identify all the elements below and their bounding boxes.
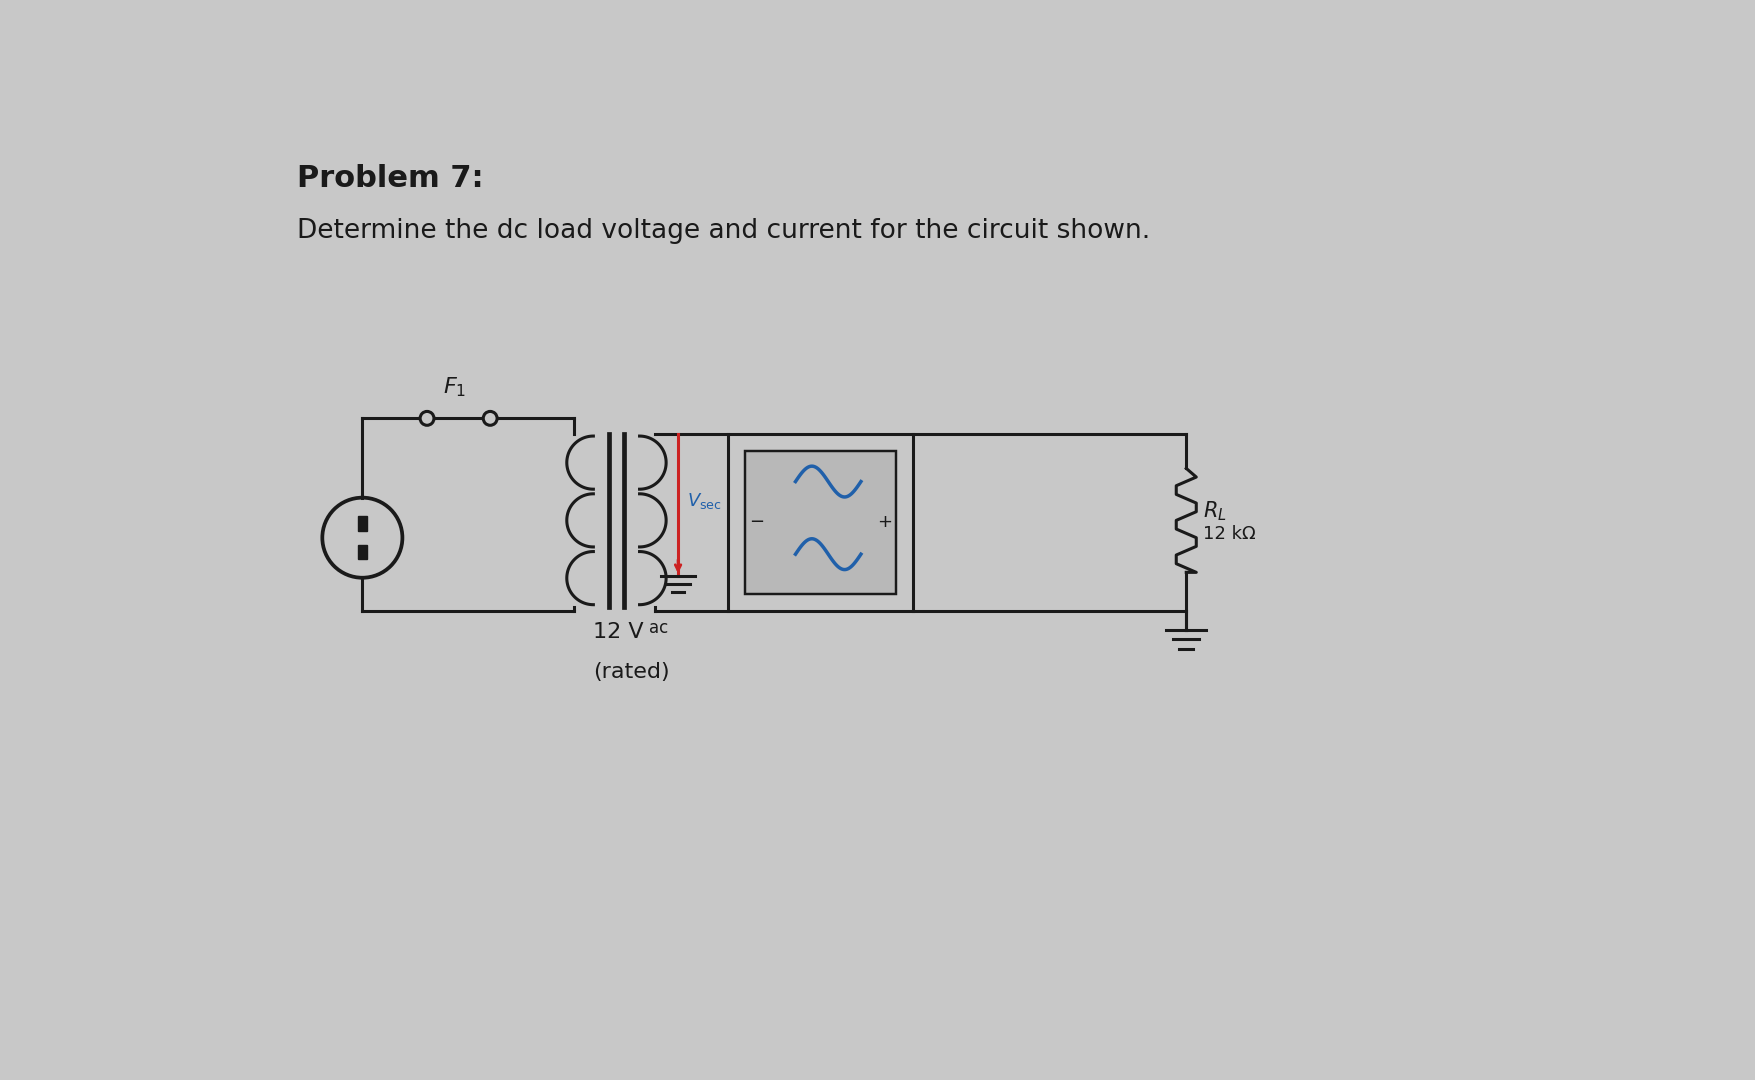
Bar [746, 450, 897, 594]
Circle shape [419, 411, 433, 426]
Text: (rated): (rated) [593, 662, 670, 683]
Bar [728, 434, 913, 611]
Text: Determine the dc load voltage and current for the circuit shown.: Determine the dc load voltage and curren… [297, 218, 1150, 244]
Text: Problem 7:: Problem 7: [297, 164, 484, 193]
Text: 12 V: 12 V [593, 622, 644, 643]
Bar [358, 516, 367, 530]
Text: $V_{\mathrm{sec}}$: $V_{\mathrm{sec}}$ [688, 491, 721, 511]
Text: 12 kΩ: 12 kΩ [1204, 525, 1257, 543]
Text: $\mathit{F}_1$: $\mathit{F}_1$ [444, 376, 467, 400]
Circle shape [483, 411, 497, 426]
Text: ac: ac [649, 619, 669, 637]
Bar [358, 544, 367, 559]
Text: $\mathit{R_L}$: $\mathit{R_L}$ [1204, 499, 1227, 523]
Text: +: + [878, 513, 892, 531]
Text: −: − [749, 513, 763, 531]
